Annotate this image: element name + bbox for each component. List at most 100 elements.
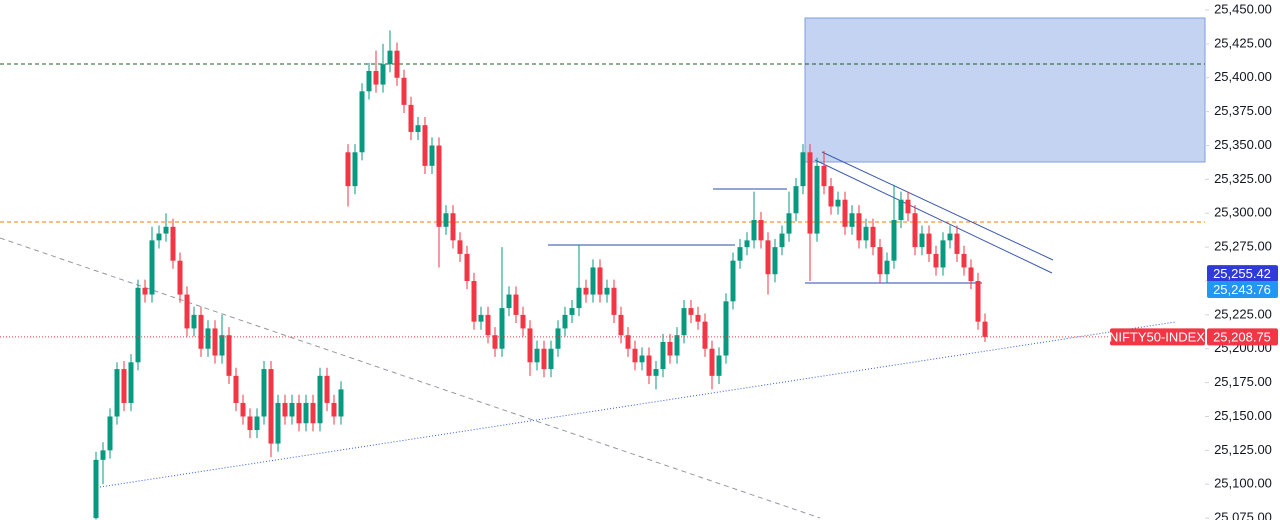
- candle-body: [723, 301, 729, 356]
- candle-body: [310, 402, 316, 424]
- candle-body: [695, 314, 701, 322]
- candle-body: [534, 348, 540, 363]
- candle-body: [835, 199, 841, 207]
- candle-body: [247, 416, 253, 431]
- candle-body: [177, 260, 183, 295]
- candle-body: [359, 91, 365, 153]
- candle-body: [828, 186, 834, 207]
- candle-body: [947, 233, 953, 241]
- candle-body: [870, 226, 876, 248]
- candle-body: [107, 416, 113, 451]
- candles: [93, 30, 988, 520]
- candle-body: [492, 335, 498, 349]
- y-tick-label: 25,425.00: [1214, 35, 1272, 50]
- candle-body: [940, 240, 946, 268]
- candle-body: [765, 240, 771, 275]
- candle-body: [422, 125, 428, 166]
- y-tick-label: 25,375.00: [1214, 103, 1272, 118]
- candle-body: [611, 287, 617, 315]
- y-tick-label: 25,125.00: [1214, 442, 1272, 457]
- candle-body: [345, 152, 351, 187]
- candle-body: [807, 152, 813, 234]
- candle-body: [457, 240, 463, 254]
- candle-body: [702, 321, 708, 349]
- candle-body: [471, 281, 477, 322]
- candle-body: [233, 375, 239, 403]
- candle-body: [331, 402, 337, 417]
- candle-body: [478, 314, 484, 322]
- price-tag: [1207, 265, 1278, 283]
- candle-body: [982, 321, 988, 337]
- candle-body: [821, 165, 827, 187]
- candle-body: [254, 416, 260, 431]
- candle-body: [667, 341, 673, 356]
- candle-body: [975, 281, 981, 322]
- candle-body: [135, 287, 141, 363]
- candle-body: [408, 104, 414, 132]
- candle-body: [709, 348, 715, 376]
- candle-body: [597, 267, 603, 295]
- price-tag-label: 25,255.42: [1213, 266, 1271, 281]
- candle-body: [415, 125, 421, 132]
- y-tick-label: 25,150.00: [1214, 408, 1272, 423]
- candle-body: [128, 362, 134, 403]
- candle-body: [170, 226, 176, 261]
- candle-body: [485, 314, 491, 336]
- candle-body: [583, 287, 589, 295]
- candle-body: [646, 355, 652, 376]
- candle-body: [464, 253, 470, 282]
- candle-body: [324, 375, 330, 403]
- price-tag: [1207, 280, 1278, 298]
- channel-line: [821, 151, 1054, 261]
- candle-body: [240, 402, 246, 417]
- candle-body: [275, 402, 281, 444]
- candle-body: [884, 260, 890, 275]
- candle-body: [793, 186, 799, 214]
- candle-body: [226, 335, 232, 376]
- candle-body: [933, 253, 939, 268]
- candle-body: [373, 70, 379, 85]
- candle-body: [926, 233, 932, 254]
- candle-body: [380, 64, 386, 85]
- candle-body: [891, 220, 897, 261]
- price-tag-label: 25,243.76: [1213, 282, 1271, 297]
- candle-body: [772, 247, 778, 275]
- candle-body: [639, 355, 645, 363]
- candle-body: [205, 328, 211, 349]
- candle-body: [198, 314, 204, 349]
- candle-body: [758, 220, 764, 241]
- candle-body: [555, 328, 561, 349]
- candle-body: [968, 267, 974, 282]
- candle-body: [800, 152, 806, 187]
- candle-body: [142, 287, 148, 295]
- candle-body: [730, 260, 736, 302]
- candle-body: [100, 450, 106, 460]
- candle-body: [877, 247, 883, 275]
- y-tick-label: 25,225.00: [1214, 306, 1272, 321]
- candle-body: [863, 226, 869, 241]
- candle-body: [842, 199, 848, 227]
- candle-body: [401, 77, 407, 105]
- candle-body: [93, 459, 99, 519]
- candle-body: [856, 213, 862, 241]
- candle-body: [961, 253, 967, 268]
- candle-body: [184, 294, 190, 329]
- candle-body: [681, 308, 687, 336]
- candle-body: [506, 294, 512, 309]
- y-tick-label: 25,075.00: [1214, 510, 1272, 520]
- candle-body: [688, 308, 694, 315]
- symbol-label: NIFTY50-INDEX: [1109, 329, 1205, 344]
- candle-body: [569, 308, 575, 315]
- candle-body: [632, 348, 638, 363]
- candle-body: [541, 348, 547, 370]
- candle-body: [114, 369, 120, 417]
- candle-body: [653, 369, 659, 376]
- candle-body: [149, 240, 155, 295]
- candle-body: [366, 70, 372, 92]
- candle-body: [744, 240, 750, 248]
- candle-body: [261, 369, 267, 417]
- candle-body: [156, 233, 162, 241]
- trend-line: [99, 321, 1176, 488]
